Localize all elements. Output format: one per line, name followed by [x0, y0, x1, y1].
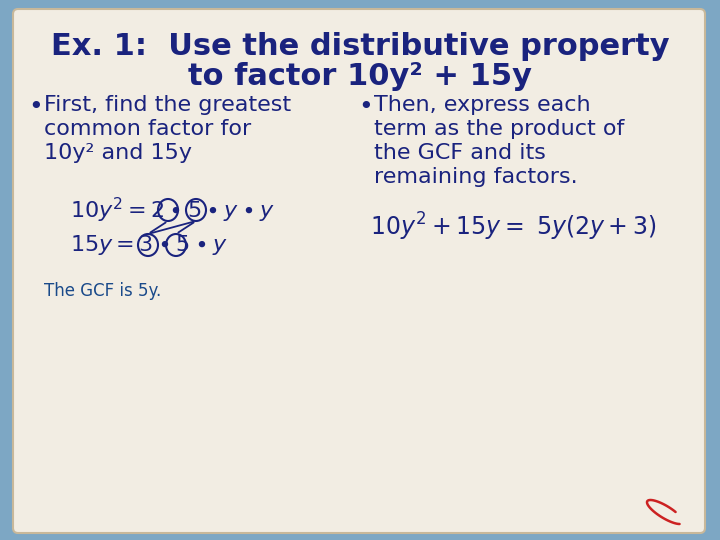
- Text: Then, express each: Then, express each: [374, 95, 590, 115]
- Text: Ex. 1:  Use the distributive property: Ex. 1: Use the distributive property: [50, 32, 670, 61]
- Text: remaining factors.: remaining factors.: [374, 167, 577, 187]
- Text: $10y^2 + 15y = \ 5y(2y + 3)$: $10y^2 + 15y = \ 5y(2y + 3)$: [370, 211, 657, 243]
- Text: •: •: [358, 95, 373, 119]
- Text: the GCF and its: the GCF and its: [374, 143, 546, 163]
- Text: to factor 10y² + 15y: to factor 10y² + 15y: [188, 62, 532, 91]
- Text: common factor for: common factor for: [44, 119, 251, 139]
- FancyBboxPatch shape: [13, 9, 705, 533]
- Text: 10y² and 15y: 10y² and 15y: [44, 143, 192, 163]
- Text: $10y^2 = 2\bullet 5\bullet y\bullet y$: $10y^2 = 2\bullet 5\bullet y\bullet y$: [70, 195, 275, 225]
- Text: The GCF is 5y.: The GCF is 5y.: [44, 282, 161, 300]
- Text: •: •: [28, 95, 42, 119]
- Text: $15y = 3\bullet 5\bullet y$: $15y = 3\bullet 5\bullet y$: [70, 233, 228, 257]
- Text: term as the product of: term as the product of: [374, 119, 624, 139]
- Text: First, find the greatest: First, find the greatest: [44, 95, 291, 115]
